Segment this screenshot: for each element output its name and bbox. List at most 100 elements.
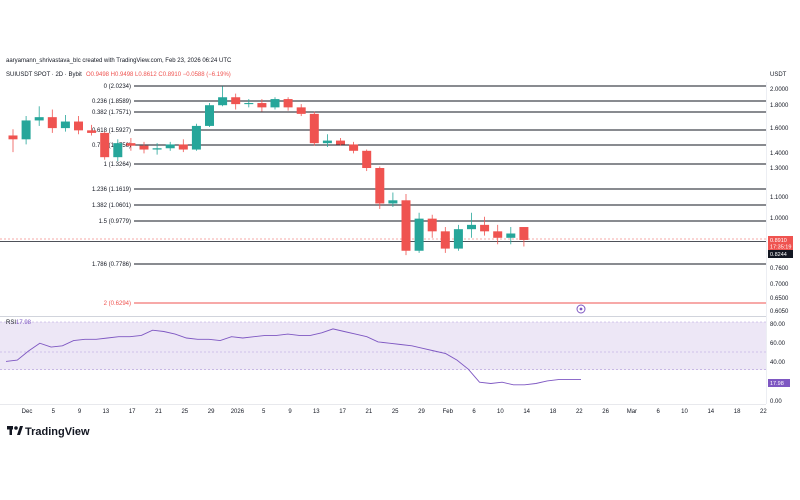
candle [218,86,228,107]
candle [322,134,332,147]
current-price-value: 0.8910 [770,238,787,244]
candle [270,97,280,110]
time-tick-label: 18 [550,409,557,415]
candle [440,227,450,253]
candle [21,116,31,145]
fib-level: 1.236 (1.1619) [92,187,766,193]
candle-body [178,144,188,150]
author-line: aaryamann_shrivastava_blc created with T… [6,58,232,64]
candle [113,139,123,161]
fibonacci-levels: 0 (2.0234) 0.236 (1.8589) 0.382 (1.7571) 0.… [0,84,766,307]
candle-body [296,107,306,114]
candle-body [218,97,228,106]
current-price-tag: 0.8910 17:35:19 [768,236,793,251]
tv-logo-icon-stem [9,426,12,435]
time-tick-label: 9 [78,409,82,415]
fib-level-label: 1.382 (1.0601) [92,203,131,209]
time-tick-label: 10 [681,409,688,415]
candle [283,97,293,111]
candle [244,99,254,108]
candle [191,123,201,151]
candle-body [8,135,18,140]
candle-body [480,224,490,232]
candle-body [427,218,437,232]
candle-body [401,200,411,251]
candle-body [467,224,476,230]
candle [8,129,18,153]
fib-level: 0.382 (1.7571) [92,110,766,116]
candle-body [231,97,241,105]
time-axis: Dec 5 9 13 17 21 25 29 2026 5 9 13 17 21 25 29 Feb 6 10 14 1… [0,404,767,415]
candle-body [257,103,267,108]
candle [100,131,110,160]
fib-level: 2 (0.6294) [104,301,766,307]
candle-body [21,120,31,140]
fib-level: 0 (2.0234) [104,84,766,90]
time-tick-label: 21 [155,409,162,415]
candle-body [375,168,385,204]
fib-level: 0.236 (1.8589) [92,99,766,105]
alert-dot-icon [579,307,583,311]
alert-marker[interactable] [576,304,586,314]
time-tick-label: 10 [497,409,504,415]
candle-body [47,117,57,129]
symbol-line: SUIUSDT SPOT · 2D · Bybit [6,72,82,78]
candle-body [283,99,293,108]
candle [414,212,424,253]
candle [519,227,529,247]
candle [87,124,97,136]
rsi-value-tag-text: 17.98 [770,381,784,387]
candle-body [60,121,70,129]
price-tick-label: 1.6000 [770,126,789,132]
bid-price-value: 0.8244 [770,252,787,258]
fib-level: 1.382 (1.0601) [92,203,766,209]
ohlc-line: O0.9498 H0.9498 L0.8612 C0.8910 −0.0588 … [86,72,231,78]
candle [74,116,83,135]
candle-body [113,143,123,158]
price-tick-label: 1.8000 [770,103,789,109]
time-tick-label: 17 [129,409,136,415]
time-tick-label: 17 [339,409,346,415]
candle-body [34,117,44,121]
time-tick-label: 21 [366,409,373,415]
fib-level-label: 0.786 (1.4756) [92,143,131,149]
time-tick-label: 5 [52,409,56,415]
price-tick-label: 1.3000 [770,166,789,172]
time-tick-label: Mar [627,409,637,415]
candle [296,104,306,117]
fib-level-label: 0.618 (1.5927) [92,128,131,134]
fib-level-label: 0 (2.0234) [104,84,131,90]
time-tick-label: 18 [734,409,741,415]
rsi-pane [0,321,766,386]
candle-body [100,132,110,158]
candle [165,141,175,151]
candle [480,216,490,236]
price-tick-label: 0.6500 [770,296,789,302]
bid-price-tag: 0.8244 [768,250,793,258]
candle [60,114,70,132]
price-tick-label: 0.6050 [770,309,789,315]
rsi-tick-label: 40.00 [770,360,786,366]
time-tick-label: 22 [760,409,767,415]
tv-logo-text: TradingView [25,426,90,438]
price-tick-label: 1.0000 [770,216,789,222]
fib-level-label: 2 (0.6294) [104,301,131,307]
candle [493,224,503,245]
fib-level: 1 (1.3264) [104,162,766,168]
candle [401,194,411,256]
time-tick-label: 9 [288,409,292,415]
candle-body [493,231,503,238]
time-tick-label: 26 [602,409,609,415]
candle [205,103,214,128]
rsi-label: RSI [6,320,16,326]
price-tick-label: 0.7600 [770,266,789,272]
tv-logo-icon-dot [14,426,18,430]
candle-body [74,121,83,131]
candle-body [453,229,463,249]
candle [453,224,463,251]
candle-body [87,130,97,133]
candle [152,143,162,155]
candle [47,109,57,133]
time-tick-label: 22 [576,409,583,415]
